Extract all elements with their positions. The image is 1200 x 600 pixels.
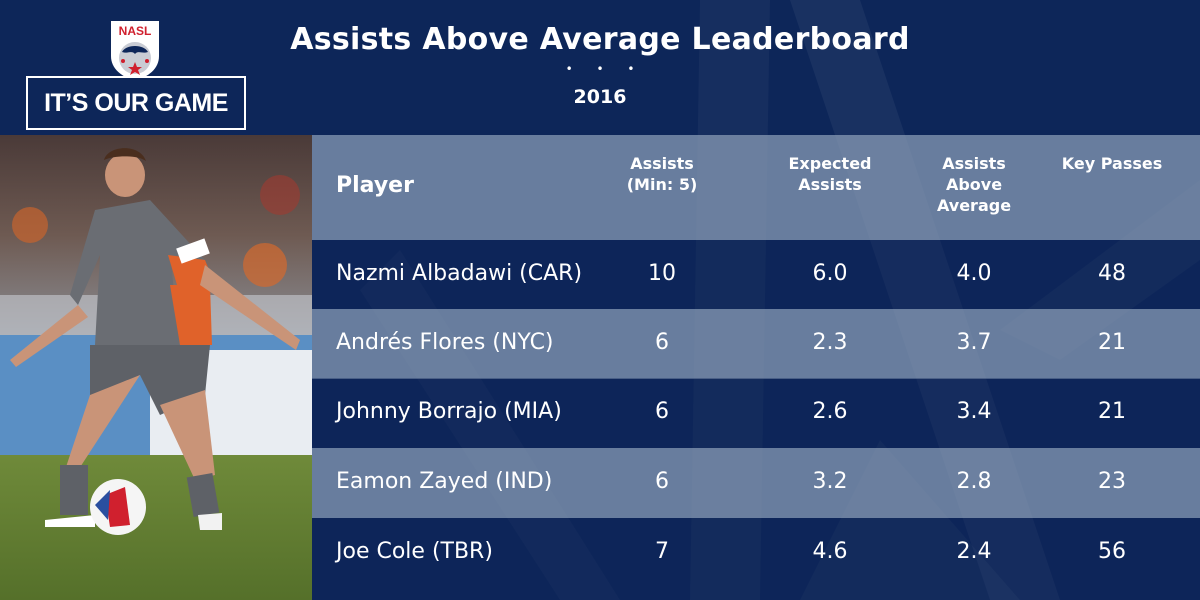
player-name: Andrés Flores (NYC) <box>336 330 554 355</box>
assists-above-average-value: 2.8 <box>956 469 992 494</box>
expected-assists-value: 2.6 <box>812 399 848 424</box>
table-row: Nazmi Albadawi (CAR) 10 6.0 4.0 48 <box>312 240 1200 310</box>
column-header-assists: Assists (Min: 5) <box>592 153 732 195</box>
assists-above-average-value: 2.4 <box>956 539 992 564</box>
nasl-shield-icon: NASL <box>109 19 161 84</box>
expected-assists-value: 2.3 <box>812 330 848 355</box>
page-title: Assists Above Average Leaderboard <box>290 22 910 57</box>
assists-value: 6 <box>655 399 669 424</box>
slogan-text: IT’S OUR GAME <box>44 88 228 117</box>
player-name: Eamon Zayed (IND) <box>336 469 553 494</box>
title-separator: • • • <box>565 62 645 76</box>
assists-value: 10 <box>648 261 676 286</box>
key-passes-value: 21 <box>1098 330 1126 355</box>
column-header-line: Assists <box>942 154 1006 173</box>
column-header-expected-assists: Expected Assists <box>760 153 900 195</box>
assists-value: 7 <box>655 539 669 564</box>
key-passes-value: 48 <box>1098 261 1126 286</box>
column-header-line: Average <box>936 196 1012 215</box>
slogan-box: IT’S OUR GAME <box>26 76 246 130</box>
leaderboard-table: Player Assists (Min: 5) Expected Assists… <box>312 135 1200 600</box>
table-row: Johnny Borrajo (MIA) 6 2.6 3.4 21 <box>312 378 1200 448</box>
table-row: Andrés Flores (NYC) 6 2.3 3.7 21 <box>312 309 1200 379</box>
column-header-line: Assists <box>630 154 694 173</box>
assists-above-average-value: 3.7 <box>956 330 992 355</box>
assists-value: 6 <box>655 469 669 494</box>
season-year: 2016 <box>573 86 627 108</box>
column-header-line: Key Passes <box>1061 154 1163 173</box>
column-header-assists-above-average: Assists Above Average <box>904 153 1044 216</box>
key-passes-value: 21 <box>1098 399 1126 424</box>
nasl-logo: NASL IT’S OUR GAME <box>26 18 246 130</box>
key-passes-value: 56 <box>1098 539 1126 564</box>
expected-assists-value: 3.2 <box>812 469 848 494</box>
column-header-line: Above <box>945 175 1003 194</box>
column-header-line: Expected <box>788 154 872 173</box>
column-header-key-passes: Key Passes <box>1042 153 1182 174</box>
player-name: Johnny Borrajo (MIA) <box>336 399 562 424</box>
assists-above-average-value: 4.0 <box>956 261 992 286</box>
table-row: Eamon Zayed (IND) 6 3.2 2.8 23 <box>312 448 1200 518</box>
assists-above-average-value: 3.4 <box>956 399 992 424</box>
table-header: Player Assists (Min: 5) Expected Assists… <box>312 135 1200 240</box>
column-header-line: Assists <box>798 175 862 194</box>
column-header-line: (Min: 5) <box>626 175 698 194</box>
expected-assists-value: 6.0 <box>812 261 848 286</box>
key-passes-value: 23 <box>1098 469 1126 494</box>
player-name: Joe Cole (TBR) <box>336 539 493 564</box>
player-photo <box>0 135 312 600</box>
expected-assists-value: 4.6 <box>812 539 848 564</box>
svg-text:NASL: NASL <box>119 24 152 38</box>
table-row: Joe Cole (TBR) 7 4.6 2.4 56 <box>312 518 1200 600</box>
player-photo-illustration <box>0 135 312 600</box>
assists-value: 6 <box>655 330 669 355</box>
column-header-player: Player <box>336 173 414 198</box>
player-name: Nazmi Albadawi (CAR) <box>336 261 583 286</box>
